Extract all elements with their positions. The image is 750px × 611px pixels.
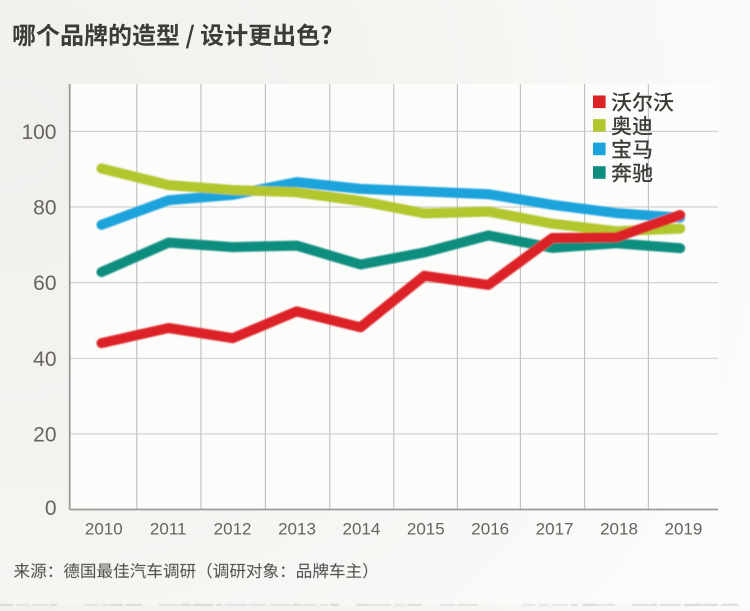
svg-text:2015: 2015 <box>407 520 445 539</box>
svg-text:2012: 2012 <box>214 520 252 539</box>
svg-text:2010: 2010 <box>85 520 123 539</box>
svg-text:2016: 2016 <box>471 520 509 539</box>
svg-text:0: 0 <box>45 497 57 520</box>
svg-text:20: 20 <box>33 424 56 447</box>
svg-text:2019: 2019 <box>664 520 702 539</box>
svg-text:2017: 2017 <box>536 520 574 539</box>
svg-text:2014: 2014 <box>342 520 380 539</box>
svg-text:2011: 2011 <box>150 520 187 539</box>
svg-text:2018: 2018 <box>600 520 638 539</box>
svg-text:2013: 2013 <box>278 520 316 539</box>
svg-text:80: 80 <box>33 197 56 220</box>
svg-text:100: 100 <box>21 121 56 144</box>
svg-text:60: 60 <box>33 272 56 295</box>
svg-text:40: 40 <box>33 348 56 371</box>
